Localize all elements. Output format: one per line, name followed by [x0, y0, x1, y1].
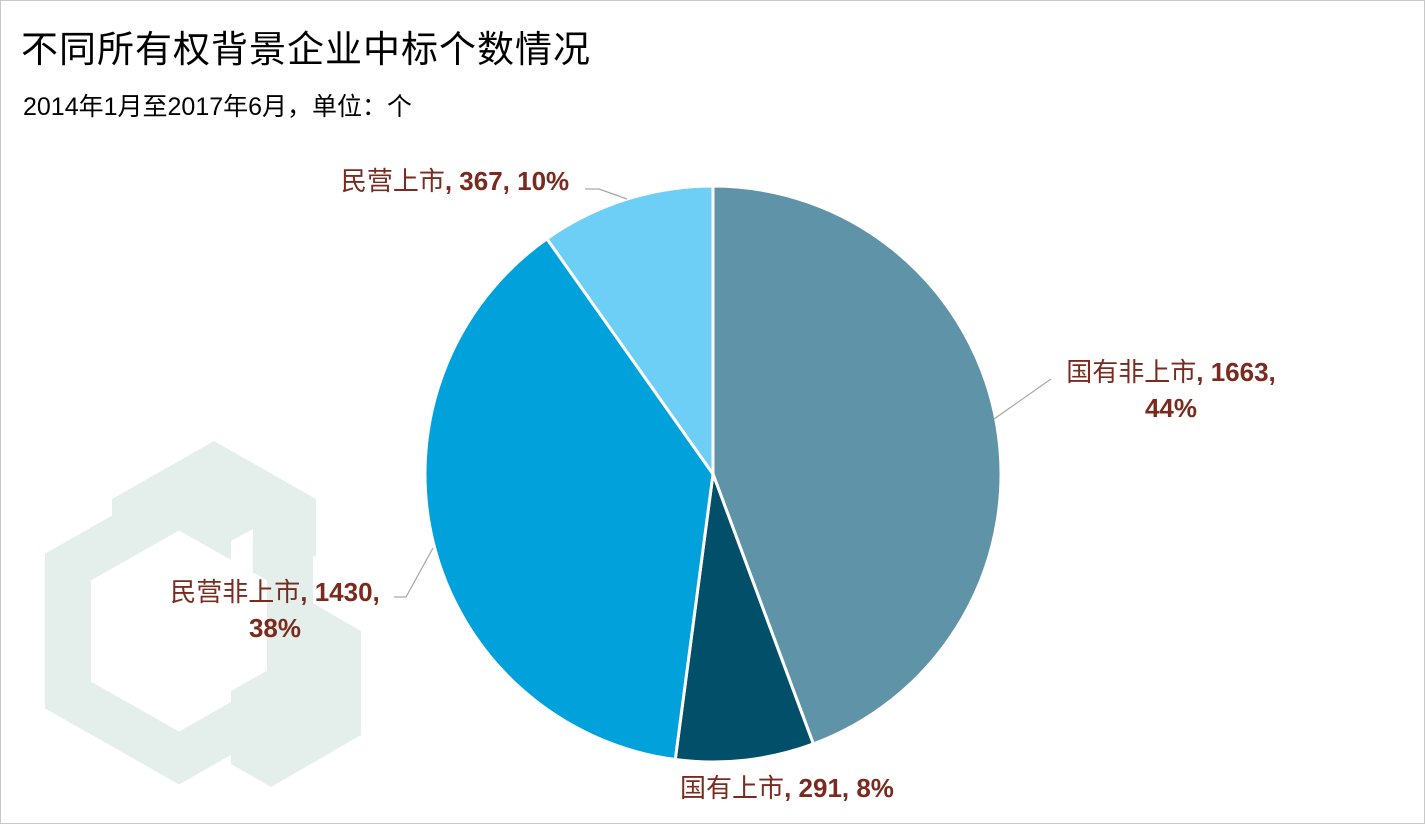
label-private-unlisted: 民营非上市, 1430, 38%	[170, 577, 380, 643]
data-label-value: 291, 8%	[791, 773, 894, 803]
slice-private-unlisted	[423, 236, 715, 762]
chart-subtitle: 2014年1月至2017年6月，单位：个	[23, 93, 413, 121]
pie-slices	[423, 184, 1003, 764]
data-label-value: 367, 10%	[452, 166, 569, 196]
data-label-category: 国有上市	[680, 773, 784, 803]
data-label-value: 1663,	[1203, 357, 1275, 387]
data-label-separator: ,	[1196, 357, 1203, 387]
data-label-category: 民营非上市	[170, 577, 300, 607]
label-state-listed: 国有上市, 291, 8%	[680, 773, 894, 803]
data-label-separator: ,	[300, 577, 307, 607]
leader-line	[585, 188, 628, 200]
data-label-category: 国有非上市	[1066, 357, 1196, 387]
data-label-separator: ,	[784, 773, 791, 803]
data-label-separator: ,	[445, 166, 452, 196]
data-label-value: 38%	[249, 613, 301, 643]
slice-private-listed	[544, 184, 715, 479]
data-label-value: 1430,	[307, 577, 379, 607]
data-labels: 国有非上市, 1663, 44%国有上市, 291, 8%民营非上市, 1430,…	[170, 166, 1276, 803]
data-label-category: 民营上市	[341, 166, 445, 196]
chart-title: 不同所有权背景企业中标个数情况	[21, 29, 591, 70]
data-label-value: 44%	[1145, 393, 1197, 423]
leader-lines	[394, 188, 1052, 598]
data-label-line: 38%	[249, 613, 301, 643]
data-label-line: 国有上市, 291, 8%	[680, 773, 894, 803]
data-label-line: 民营上市, 367, 10%	[341, 166, 569, 196]
slice-state-listed	[673, 473, 816, 764]
data-label-line: 44%	[1145, 393, 1197, 423]
label-state-unlisted: 国有非上市, 1663, 44%	[1066, 357, 1276, 423]
data-label-line: 国有非上市, 1663,	[1066, 357, 1276, 387]
label-private-listed: 民营上市, 367, 10%	[341, 166, 569, 196]
watermark-logo-icon	[45, 441, 361, 787]
leader-line	[394, 547, 434, 598]
leader-line	[993, 378, 1052, 420]
slice-state-unlisted	[711, 184, 1003, 746]
data-label-line: 民营非上市, 1430,	[170, 577, 380, 607]
